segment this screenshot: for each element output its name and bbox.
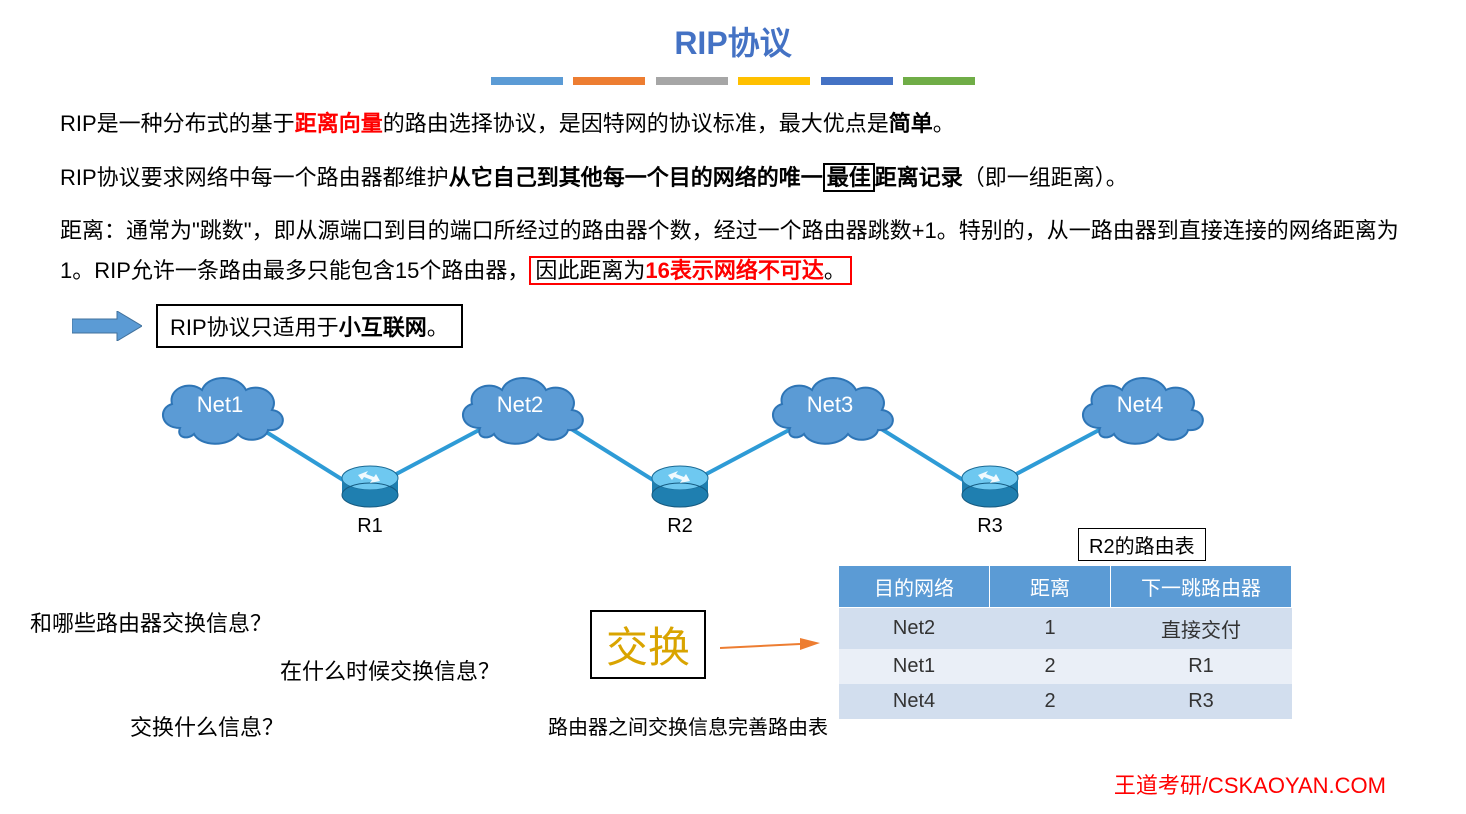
p1-pre: RIP是一种分布式的基于 bbox=[60, 111, 295, 136]
p3-boxed-pre: 因此距离为 bbox=[535, 258, 645, 283]
th-next: 下一跳路由器 bbox=[1111, 566, 1292, 608]
th-dist: 距离 bbox=[990, 566, 1111, 608]
color-bar-6 bbox=[903, 77, 975, 85]
cloud-label: Net4 bbox=[1070, 392, 1210, 418]
color-bar-2 bbox=[573, 77, 645, 85]
table-row: Net21直接交付 bbox=[839, 608, 1292, 650]
p3-boxed: 因此距离为16表示网络不可达。 bbox=[529, 256, 852, 285]
p2-end: （即一组距离）。 bbox=[963, 165, 1128, 190]
cloud-label: Net3 bbox=[760, 392, 900, 418]
table-cell: R3 bbox=[1111, 684, 1292, 719]
p1-mid: 的路由选择协议，是因特网的协议标准，最大优点是 bbox=[383, 111, 889, 136]
p3-boxed-red: 16表示网络不可达 bbox=[645, 258, 823, 283]
router-r1 bbox=[340, 463, 400, 513]
cloud-label: Net1 bbox=[150, 392, 290, 418]
color-bar-3 bbox=[656, 77, 728, 85]
router-r2 bbox=[650, 463, 710, 513]
color-bar-5 bbox=[821, 77, 893, 85]
paragraph-3: 距离：通常为"跳数"，即从源端口到目的端口所经过的路由器个数，经过一个路由器跳数… bbox=[60, 211, 1406, 290]
arrow-right-icon bbox=[72, 311, 142, 341]
routing-table-wrap: R2的路由表 目的网络 距离 下一跳路由器 Net21直接交付Net12R1Ne… bbox=[838, 528, 1292, 719]
questions-block: 和哪些路由器交换信息？ 在什么时候交换信息？ 交换什么信息？ bbox=[30, 606, 500, 758]
table-cell: 2 bbox=[990, 649, 1111, 684]
p2-pre: RIP协议要求网络中每一个路由器都维护 bbox=[60, 165, 449, 190]
table-header-row: 目的网络 距离 下一跳路由器 bbox=[839, 566, 1292, 608]
table-cell: 2 bbox=[990, 684, 1111, 719]
p1-red: 距离向量 bbox=[295, 111, 383, 136]
cloud-label: Net2 bbox=[450, 392, 590, 418]
table-row: Net12R1 bbox=[839, 649, 1292, 684]
p2-b2: 距离记录 bbox=[875, 165, 963, 190]
paragraph-2: RIP协议要求网络中每一个路由器都维护从它自己到其他每一个目的网络的唯一最佳距离… bbox=[60, 158, 1406, 198]
p1-bold: 简单 bbox=[889, 111, 933, 136]
table-cell: Net4 bbox=[839, 684, 990, 719]
table-cell: 1 bbox=[990, 608, 1111, 650]
question-3: 交换什么信息？ bbox=[130, 710, 500, 742]
sub-caption: 路由器之间交换信息完善路由表 bbox=[548, 711, 828, 740]
exchange-label-box: 交换 bbox=[590, 610, 706, 679]
color-bar-4 bbox=[738, 77, 810, 85]
p2-b1: 从它自己到其他每一个目的网络的唯一 bbox=[449, 165, 823, 190]
table-row: Net42R3 bbox=[839, 684, 1292, 719]
router-label: R1 bbox=[340, 515, 400, 538]
color-bar-row bbox=[0, 72, 1466, 90]
p1-end: 。 bbox=[933, 111, 955, 136]
callout-pre: RIP协议只适用于 bbox=[170, 315, 339, 340]
router-label: R2 bbox=[650, 515, 710, 538]
question-1: 和哪些路由器交换信息？ bbox=[30, 606, 500, 638]
footer-credit: 王道考研/CSKAOYAN.COM bbox=[1114, 768, 1386, 800]
table-cell: R1 bbox=[1111, 649, 1292, 684]
p3-boxed-end: 。 bbox=[824, 258, 846, 283]
table-cell: Net1 bbox=[839, 649, 990, 684]
router-r3 bbox=[960, 463, 1020, 513]
callout-box: RIP协议只适用于小互联网。 bbox=[156, 304, 463, 348]
question-2: 在什么时候交换信息？ bbox=[280, 654, 500, 686]
callout-bold: 小互联网 bbox=[339, 315, 427, 340]
page-title: RIP协议 bbox=[0, 18, 1466, 64]
color-bar-1 bbox=[491, 77, 563, 85]
exchange-arrow-icon bbox=[720, 636, 810, 656]
table-cell: Net2 bbox=[839, 608, 990, 650]
callout-row: RIP协议只适用于小互联网。 bbox=[72, 304, 1466, 348]
routing-table: 目的网络 距离 下一跳路由器 Net21直接交付Net12R1Net42R3 bbox=[838, 565, 1292, 719]
routing-table-title: R2的路由表 bbox=[1078, 528, 1206, 561]
paragraph-1: RIP是一种分布式的基于距离向量的路由选择协议，是因特网的协议标准，最大优点是简… bbox=[60, 104, 1406, 144]
th-dest: 目的网络 bbox=[839, 566, 990, 608]
table-cell: 直接交付 bbox=[1111, 608, 1292, 650]
p2-boxed: 最佳 bbox=[823, 163, 875, 192]
callout-end: 。 bbox=[427, 315, 449, 340]
